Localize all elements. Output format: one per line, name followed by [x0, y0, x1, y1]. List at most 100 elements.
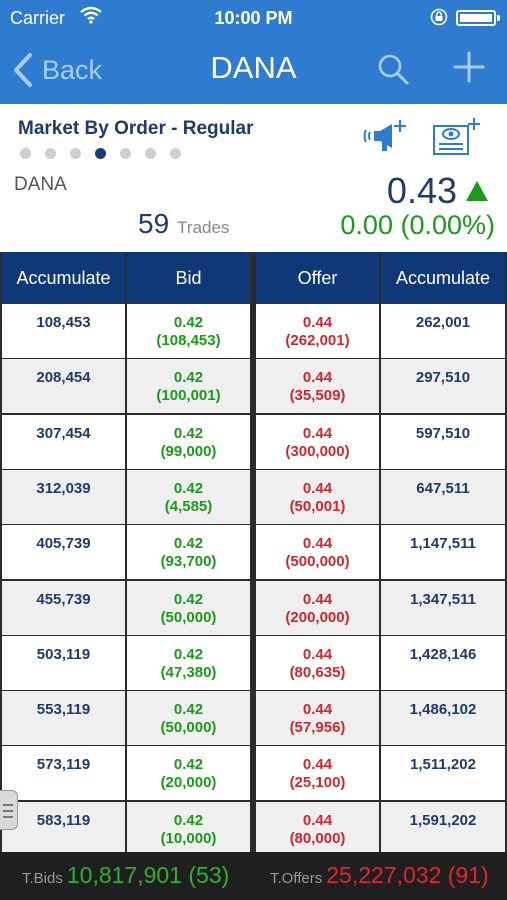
cell-bid-bid-price: 0.42 [173, 535, 204, 553]
search-icon[interactable] [376, 52, 410, 86]
cell-offer-accumulate-offer-acc: 1,347,511 [410, 590, 476, 608]
clock: 10:00 PM [214, 8, 293, 28]
table-row[interactable]: 503,119 0.42 (47,380) 0.44 (80,635) 1,428,146 [0, 635, 507, 691]
cell-bid-accumulate: 503,119 [2, 635, 125, 690]
cell-bid-accumulate-bid-acc: 208,454 [36, 369, 91, 387]
arrow-up-icon [466, 181, 488, 201]
cell-offer-accumulate: 647,511 [381, 469, 505, 524]
cell-bid-accumulate-bid-acc: 553,119 [36, 701, 91, 719]
cell-offer-accumulate-offer-acc: 297,510 [415, 369, 471, 387]
top-bar: Carrier 10:00 PM Back DANA [0, 0, 507, 104]
cell-bid-bid-price: 0.42 [173, 756, 204, 774]
table-row[interactable]: 108,453 0.42 (108,453) 0.44 (262,001) 262,001 [0, 304, 507, 359]
cell-offer-accumulate-offer-acc: 647,511 [416, 479, 470, 497]
totals-bar: T.Bids 10,817,901 (53) T.Offers 25,227,0… [0, 852, 507, 900]
table-row[interactable]: 312,039 0.42 (4,585) 0.44 (50,001) 647,511 [0, 469, 507, 525]
cell-bid: 0.42 (108,453) [127, 304, 250, 358]
cell-offer-offer-price: 0.44 [302, 369, 333, 387]
header-bid: Bid [127, 252, 250, 304]
page-dot[interactable] [120, 148, 131, 159]
cell-bid-bid-qty: (93,700) [160, 553, 217, 571]
header-bid-accumulate: Accumulate [2, 252, 125, 304]
page-dot[interactable] [170, 148, 181, 159]
total-offers-value: 25,227,032 (91) [326, 862, 489, 888]
cell-offer-accumulate: 597,510 [381, 414, 505, 469]
back-button[interactable]: Back [12, 50, 102, 90]
cell-bid-bid-qty: (108,453) [156, 332, 221, 349]
cell-bid-bid-price: 0.42 [173, 369, 204, 387]
cell-offer-accumulate: 1,591,202 [381, 801, 505, 856]
header-offer: Offer [256, 252, 379, 304]
total-bids: T.Bids 10,817,901 (53) [22, 862, 229, 889]
cell-bid-bid-price: 0.42 [173, 645, 204, 663]
total-offers-label: T.Offers [270, 870, 323, 887]
cell-bid-accumulate: 208,454 [2, 359, 125, 414]
cell-offer: 0.44 (50,001) [256, 469, 379, 524]
cell-offer-offer-qty: (80,635) [289, 663, 346, 681]
trades-count: 59 [138, 208, 170, 239]
cell-offer-offer-qty: (80,000) [289, 829, 346, 847]
cell-offer-accumulate-offer-acc: 1,147,511 [410, 535, 476, 553]
cell-offer-offer-qty: (35,509) [289, 387, 346, 405]
table-row[interactable]: 583,119 0.42 (10,000) 0.44 (80,000) 1,591,202 [0, 801, 507, 857]
plus-icon[interactable] [452, 50, 486, 84]
cell-offer-offer-qty: (50,001) [289, 497, 346, 515]
cell-offer-accumulate: 1,147,511 [381, 525, 505, 580]
table-header: Accumulate Bid Offer Accumulate [0, 252, 507, 304]
cell-offer-accumulate-offer-acc: 262,001 [415, 314, 471, 331]
table-row[interactable]: 208,454 0.42 (100,001) 0.44 (35,509) 297,510 [0, 359, 507, 414]
cell-bid-bid-qty: (99,000) [160, 442, 217, 460]
cell-offer-offer-price: 0.44 [302, 811, 333, 829]
cell-offer-accumulate: 1,347,511 [381, 580, 505, 635]
cell-offer-offer-price: 0.44 [302, 701, 333, 719]
cell-bid-bid-price: 0.42 [173, 811, 204, 829]
cell-offer-accumulate-offer-acc: 1,428,146 [409, 645, 477, 663]
page-dot[interactable] [70, 148, 81, 159]
total-offers: T.Offers 25,227,032 (91) [270, 862, 489, 889]
cell-bid-accumulate-bid-acc: 583,119 [36, 811, 91, 829]
cell-bid: 0.42 (50,000) [127, 580, 250, 635]
news-icon[interactable] [432, 116, 482, 156]
trades-summary: 59 Trades [138, 208, 229, 240]
cell-bid-accumulate-bid-acc: 312,039 [36, 479, 91, 497]
table-row[interactable]: 307,454 0.42 (99,000) 0.44 (300,000) 597,510 [0, 414, 507, 470]
cell-bid-accumulate-bid-acc: 503,119 [36, 645, 91, 663]
table-row[interactable]: 573,119 0.42 (20,000) 0.44 (25,100) 1,511,202 [0, 746, 507, 801]
cell-offer-offer-price: 0.44 [302, 479, 333, 497]
drawer-handle-icon[interactable] [0, 790, 18, 830]
cell-bid-bid-qty: (4,585) [164, 497, 213, 515]
cell-offer-offer-price: 0.44 [302, 424, 333, 442]
cell-offer-accumulate: 1,428,146 [381, 635, 505, 690]
page-dot[interactable] [45, 148, 56, 159]
last-price-group: 0.43 [387, 170, 489, 212]
cell-offer-offer-price: 0.44 [302, 756, 333, 774]
cell-bid-accumulate: 307,454 [2, 414, 125, 469]
wifi-icon [80, 6, 102, 24]
cell-offer: 0.44 (80,635) [256, 635, 379, 690]
cell-bid-accumulate: 312,039 [2, 469, 125, 524]
page-dot-active[interactable] [95, 148, 106, 159]
page-dot[interactable] [20, 148, 31, 159]
header-offer-accumulate: Accumulate [381, 252, 505, 304]
cell-offer: 0.44 (35,509) [256, 359, 379, 414]
cell-offer-offer-qty: (262,001) [285, 332, 350, 349]
page-indicator[interactable] [20, 148, 195, 159]
quote-panel: Market By Order - Regular DANA 59 Trades… [0, 104, 507, 252]
table-row[interactable]: 405,739 0.42 (93,700) 0.44 (500,000) 1,147,51… [0, 525, 507, 580]
trades-label: Trades [177, 218, 230, 237]
cell-offer-accumulate: 297,510 [381, 359, 505, 414]
cell-bid-bid-price: 0.42 [173, 479, 204, 497]
carrier-label: Carrier [10, 8, 66, 28]
table-row[interactable]: 455,739 0.42 (50,000) 0.44 (200,000) 1,347,51… [0, 580, 507, 636]
status-bar: Carrier 10:00 PM [0, 0, 507, 36]
battery-icon [456, 10, 500, 26]
symbol-label: DANA [14, 174, 67, 195]
page-dot[interactable] [145, 148, 156, 159]
table-row[interactable]: 553,119 0.42 (50,000) 0.44 (57,956) 1,486,102 [0, 691, 507, 746]
cell-bid-accumulate-bid-acc: 307,454 [36, 424, 91, 442]
cell-offer-accumulate-offer-acc: 1,511,202 [410, 756, 476, 774]
cell-offer-offer-qty: (200,000) [285, 608, 350, 626]
cell-bid-accumulate: 108,453 [2, 304, 125, 358]
cell-offer: 0.44 (200,000) [256, 580, 379, 635]
announcement-icon[interactable] [360, 118, 412, 154]
